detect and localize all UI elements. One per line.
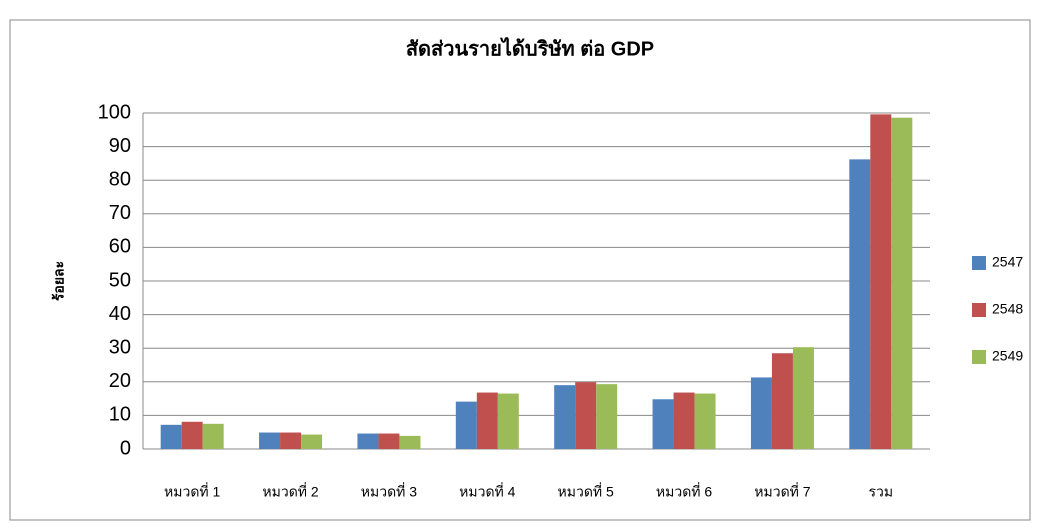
bar [771, 353, 793, 449]
y-tick-label: 100 [98, 101, 131, 123]
x-tick-label: หมวดที่ 6 [656, 483, 713, 500]
legend-swatch [972, 350, 986, 364]
x-tick-label: หมวดที่ 1 [164, 483, 221, 500]
bar [870, 114, 892, 450]
x-tick-label: หมวดที่ 4 [459, 483, 516, 500]
y-tick-label: 70 [109, 202, 131, 224]
x-tick-label: หมวดที่ 5 [558, 483, 615, 500]
chart-title: สัดส่วนรายได้บริษัท ต่อ GDP [406, 36, 654, 60]
bar [792, 347, 814, 449]
legend-label: 2549 [992, 348, 1023, 364]
bar [378, 433, 400, 449]
y-tick-label: 60 [109, 236, 131, 258]
y-tick-label: 40 [109, 303, 131, 325]
legend-swatch [972, 303, 986, 317]
y-tick-label: 10 [109, 404, 131, 426]
y-tick-label: 90 [109, 135, 131, 157]
y-tick-label: 80 [109, 168, 131, 190]
bar [891, 117, 913, 449]
legend-label: 2547 [992, 254, 1023, 270]
legend-swatch [972, 256, 986, 270]
bar [497, 393, 519, 449]
y-tick-label: 50 [109, 269, 131, 291]
x-tick-label: หมวดที่ 3 [361, 483, 418, 500]
x-tick-label: หมวดที่ 2 [262, 483, 319, 500]
bar [455, 401, 477, 449]
bar [259, 432, 281, 449]
bar [280, 432, 302, 449]
bar [476, 392, 498, 449]
bar [399, 435, 421, 449]
bar [652, 399, 674, 449]
bar [554, 385, 576, 449]
bar [160, 424, 182, 449]
bar [694, 393, 716, 449]
x-tick-label: รวม [869, 484, 894, 500]
bar [750, 377, 772, 449]
y-tick-label: 20 [109, 370, 131, 392]
bar [357, 433, 379, 449]
bar [181, 421, 203, 449]
bar [301, 434, 323, 449]
bar [673, 392, 695, 449]
y-tick-label: 30 [109, 336, 131, 358]
bar [849, 159, 871, 450]
bar [596, 384, 618, 449]
bar [202, 423, 224, 449]
y-axis-label: ร้อยละ [51, 261, 67, 301]
x-tick-label: หมวดที่ 7 [754, 483, 811, 500]
legend-label: 2548 [992, 301, 1023, 317]
bar [575, 382, 597, 449]
y-tick-label: 0 [120, 437, 131, 459]
